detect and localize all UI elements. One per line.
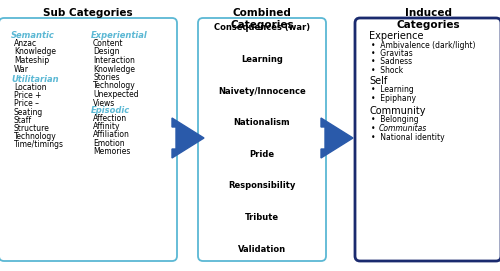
Text: War: War	[14, 64, 29, 73]
Text: Sub Categories: Sub Categories	[43, 8, 133, 18]
Text: Episodic: Episodic	[91, 106, 130, 115]
Text: Knowledge: Knowledge	[14, 47, 56, 56]
Text: Price –: Price –	[14, 99, 39, 108]
Text: •  Belonging: • Belonging	[371, 115, 418, 124]
Text: Structure: Structure	[14, 124, 50, 133]
Text: Technology: Technology	[93, 82, 136, 91]
Polygon shape	[172, 118, 204, 158]
Text: Experience: Experience	[369, 31, 424, 41]
Text: Naivety/Innocence: Naivety/Innocence	[218, 87, 306, 96]
Text: Design: Design	[93, 47, 120, 56]
FancyBboxPatch shape	[355, 18, 500, 261]
Text: Community: Community	[369, 106, 426, 116]
Text: Self: Self	[369, 76, 387, 86]
Text: •  Shock: • Shock	[371, 66, 403, 75]
FancyBboxPatch shape	[198, 18, 326, 261]
Text: Emotion: Emotion	[93, 138, 124, 148]
Text: Stories: Stories	[93, 73, 120, 82]
Text: Views: Views	[93, 98, 115, 108]
Text: •  Ambivalence (dark/light): • Ambivalence (dark/light)	[371, 40, 476, 50]
Text: •  Sadness: • Sadness	[371, 57, 412, 66]
Text: Technology: Technology	[14, 132, 57, 141]
Text: Pride: Pride	[250, 150, 274, 159]
Text: Content: Content	[93, 39, 124, 48]
Text: •  Epiphany: • Epiphany	[371, 94, 416, 103]
Text: Memories: Memories	[93, 147, 130, 156]
Text: Location: Location	[14, 83, 46, 92]
Text: Interaction: Interaction	[93, 56, 135, 65]
Text: •: •	[371, 124, 380, 133]
Text: Price +: Price +	[14, 91, 42, 100]
Text: •  Gravitas: • Gravitas	[371, 49, 413, 58]
Text: Knowledge: Knowledge	[93, 64, 135, 73]
FancyBboxPatch shape	[0, 18, 177, 261]
Text: Affiliation: Affiliation	[93, 130, 130, 139]
Text: Staff: Staff	[14, 116, 32, 125]
Text: •  Learning: • Learning	[371, 85, 414, 95]
Text: Affection: Affection	[93, 114, 127, 123]
Text: Utilitarian: Utilitarian	[11, 75, 58, 84]
Text: Mateship: Mateship	[14, 56, 49, 65]
Text: Experiential: Experiential	[91, 31, 148, 40]
Text: Tribute: Tribute	[245, 213, 279, 222]
Text: Seating: Seating	[14, 108, 44, 117]
Text: Unexpected: Unexpected	[93, 90, 138, 99]
Text: Learning: Learning	[241, 55, 283, 64]
Text: Responsibility: Responsibility	[228, 181, 296, 190]
Text: Consequences (war): Consequences (war)	[214, 24, 310, 33]
Text: Combined
Categories: Combined Categories	[230, 8, 294, 30]
Text: Induced
Categories: Induced Categories	[396, 8, 460, 30]
Text: Validation: Validation	[238, 244, 286, 253]
Text: Anzac: Anzac	[14, 39, 37, 48]
Text: Time/timings: Time/timings	[14, 140, 64, 149]
Polygon shape	[321, 118, 353, 158]
Text: Affinity: Affinity	[93, 122, 120, 131]
Text: Semantic: Semantic	[11, 31, 55, 40]
Text: Communitas: Communitas	[379, 124, 427, 133]
Text: •  National identity: • National identity	[371, 133, 444, 141]
Text: Nationalism: Nationalism	[234, 118, 290, 127]
